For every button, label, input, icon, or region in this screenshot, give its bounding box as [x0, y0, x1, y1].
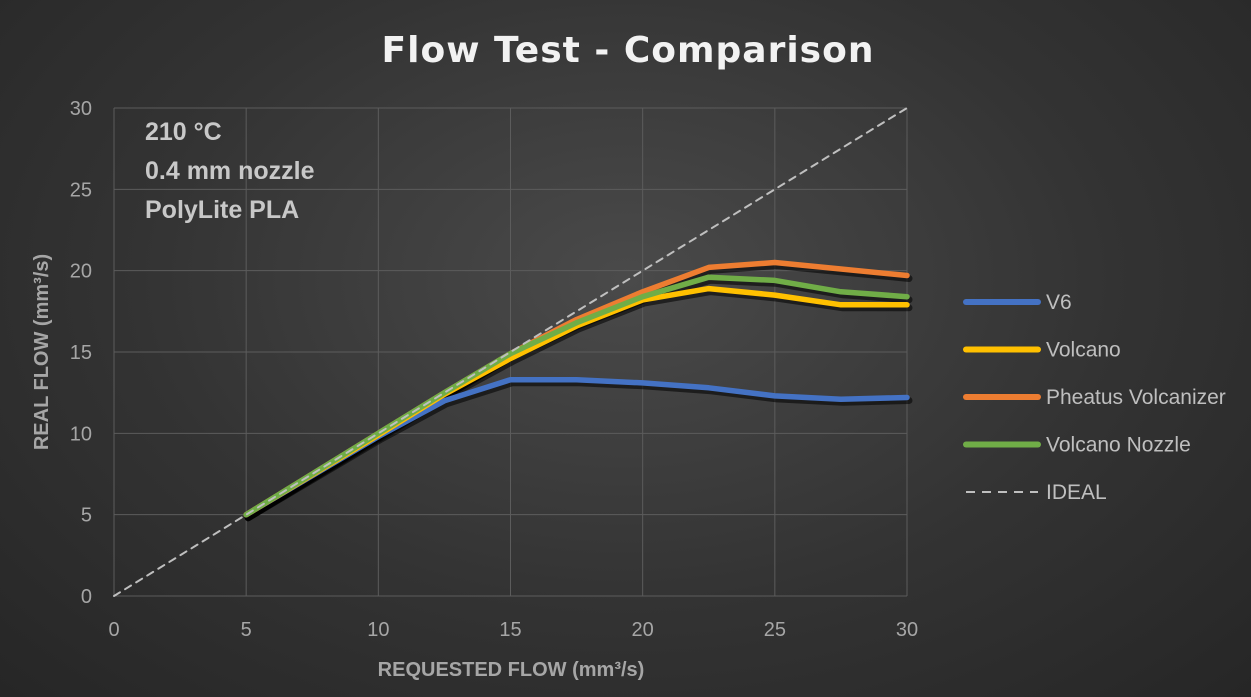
y-axis-label: REAL FLOW (mm³/s): [31, 254, 53, 450]
legend-label-ideal: IDEAL: [1046, 481, 1107, 504]
x-tick-label-25: 25: [764, 619, 786, 641]
gridlines: [113, 107, 908, 597]
legend-label-v6: V6: [1046, 291, 1072, 314]
y-tick-label-5: 5: [81, 505, 92, 527]
x-tick-label-5: 5: [241, 619, 252, 641]
y-tick-label-10: 10: [70, 423, 92, 445]
x-tick-label-0: 0: [108, 619, 119, 641]
y-tick-label-30: 30: [70, 98, 92, 120]
series-line-v6: [243, 376, 910, 518]
x-tick-label-30: 30: [896, 619, 918, 641]
annotation-nozzle: 0.4 mm nozzle: [145, 157, 315, 185]
legend: V6 Volcano Pheatus Volcanizer Volcano Nozzl…: [963, 291, 1226, 504]
series-line-volcano-nozzle: [243, 274, 910, 518]
annotation-material: PolyLite PLA: [145, 196, 299, 224]
annotation-block: 210 °C 0.4 mm nozzle PolyLite PLA: [145, 118, 315, 224]
legend-label-volcano-nozzle: Volcano Nozzle: [1046, 434, 1191, 457]
y-tick-label-15: 15: [70, 342, 92, 364]
chart-title: Flow Test - Comparison: [382, 30, 875, 71]
x-axis-label: REQUESTED FLOW (mm³/s): [378, 659, 645, 681]
tick-labels: 0 5 10 15 20 25 30 0 5 10 15 20 25 30: [70, 98, 918, 641]
series-line-ideal: [113, 107, 908, 597]
series-lines: [113, 107, 913, 597]
x-tick-label-10: 10: [367, 619, 389, 641]
y-tick-label-20: 20: [70, 261, 92, 283]
legend-label-volcano: Volcano: [1046, 339, 1121, 362]
x-tick-label-20: 20: [632, 619, 654, 641]
y-tick-label-25: 25: [70, 179, 92, 201]
x-tick-label-15: 15: [499, 619, 521, 641]
legend-label-pheatus-volcanizer: Pheatus Volcanizer: [1046, 386, 1226, 409]
y-tick-label-0: 0: [81, 586, 92, 608]
annotation-temperature: 210 °C: [145, 118, 222, 146]
